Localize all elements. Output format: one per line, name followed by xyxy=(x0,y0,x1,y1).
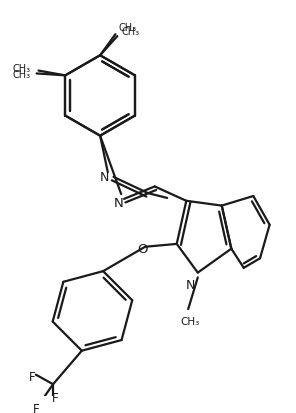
Text: O: O xyxy=(137,242,147,256)
Text: CH₃: CH₃ xyxy=(13,64,31,74)
Text: CH₃: CH₃ xyxy=(181,316,200,326)
Text: CH₃: CH₃ xyxy=(118,22,136,33)
Text: N: N xyxy=(100,171,110,184)
Text: N: N xyxy=(113,197,123,210)
Text: CH₃: CH₃ xyxy=(13,70,31,80)
Text: F: F xyxy=(29,370,35,383)
Text: F: F xyxy=(52,391,58,404)
Text: F: F xyxy=(33,402,39,413)
Text: N: N xyxy=(186,278,195,291)
Text: CH₃: CH₃ xyxy=(121,27,139,37)
